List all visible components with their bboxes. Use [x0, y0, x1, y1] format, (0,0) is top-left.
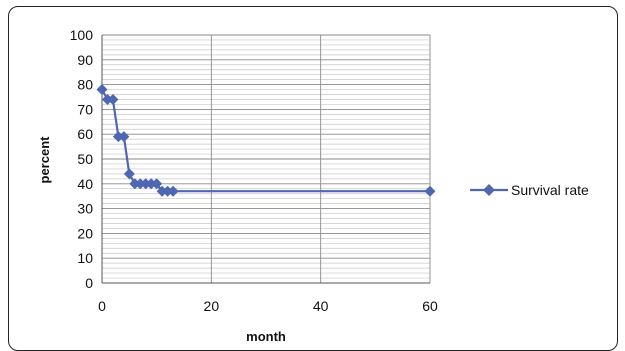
x-tick-label: 60: [422, 298, 438, 314]
x-axis-label: month: [246, 329, 286, 344]
plot-axes: [101, 35, 430, 284]
x-tick-label: 0: [98, 298, 106, 314]
x-tick-labels: 0 20 40 60: [98, 298, 438, 314]
y-axis-label: percent: [37, 136, 52, 184]
legend: Survival rate: [470, 182, 589, 198]
y-tick-label: 60: [77, 126, 93, 142]
y-tick-label: 30: [77, 201, 93, 217]
y-tick-label: 0: [85, 275, 93, 291]
y-tick-label: 50: [77, 151, 93, 167]
data-point-marker: [151, 178, 163, 190]
y-tick-label: 10: [77, 250, 93, 266]
data-point-marker: [96, 84, 108, 96]
y-tick-label: 20: [77, 225, 93, 241]
x-tick-label: 40: [313, 298, 329, 314]
y-tick-labels: 0 10 20 30 40 50 60 70 80 90 100: [70, 27, 94, 291]
y-tick-label: 70: [77, 101, 93, 117]
y-tick-label: 40: [77, 176, 93, 192]
y-tick-label: 80: [77, 77, 93, 93]
plot-gridlines: [102, 34, 431, 284]
legend-label-survival-rate: Survival rate: [511, 182, 589, 198]
y-tick-label: 90: [77, 52, 93, 68]
data-point-marker: [167, 185, 179, 197]
series-lines: [96, 84, 436, 197]
legend-marker: [483, 184, 495, 196]
data-point-marker: [118, 131, 130, 143]
y-tick-label: 100: [70, 27, 94, 43]
data-point-marker: [424, 185, 436, 197]
data-point-marker: [107, 93, 119, 105]
x-tick-label: 20: [204, 298, 220, 314]
data-point-marker: [123, 168, 135, 180]
